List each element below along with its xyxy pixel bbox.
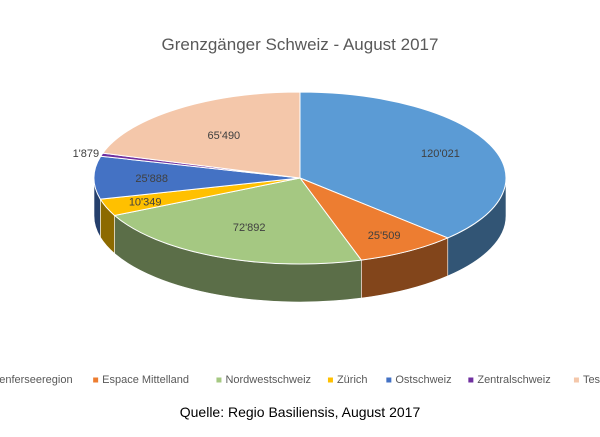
data-label: 72'892 [233,222,266,234]
pie-top [93,91,507,265]
legend-swatch [573,377,579,383]
pie-depth [93,177,507,303]
pie-slice-genferseeregion [299,91,507,239]
data-label: 120'021 [421,148,460,160]
legend-label: Espace Mittelland [102,374,189,386]
data-label: 25'509 [368,230,401,242]
pie-slice-espace-mittelland [298,176,450,261]
legend-swatch [93,377,99,383]
legend-item: Zentralschweiz [468,374,551,386]
legend-swatch [327,377,333,383]
legend-label: Tessin [583,374,600,386]
pie-slice-tessin [101,91,301,179]
legend-label: Ostschweiz [395,374,451,386]
data-label: 25'888 [135,173,168,185]
legend-item: Genferseeregion [0,374,73,386]
legend-item: Tessin [573,374,600,386]
data-label: 10'349 [129,197,162,209]
legend-item: Nordwestschweiz [216,374,311,386]
legend-swatch [386,377,392,383]
legend-label: Nordwestschweiz [225,374,311,386]
pie-slice-nordwestschweiz [113,177,363,265]
legend-item: Zürich [327,374,368,386]
legend-item: Espace Mittelland [93,374,189,386]
legend: Genferseeregion Espace Mittelland Nordwest… [0,374,600,386]
source-note: Quelle: Regio Basiliensis, August 2017 [179,404,421,420]
chart-title: Grenzgänger Schweiz - August 2017 [162,35,439,54]
legend-label: Zürich [337,374,368,386]
data-label: 1'879 [73,148,100,160]
legend-swatch [468,377,474,383]
legend-label: Genferseeregion [0,374,73,386]
legend-label: Zentralschweiz [477,374,550,386]
legend-swatch [216,377,222,383]
legend-item: Ostschweiz [386,374,452,386]
pie-labels: 120'021 25'509 72'892 10'349 25'888 1'879 65'4… [73,130,460,242]
pie-slice-ostschweiz [93,155,301,200]
data-label: 65'490 [207,130,240,142]
